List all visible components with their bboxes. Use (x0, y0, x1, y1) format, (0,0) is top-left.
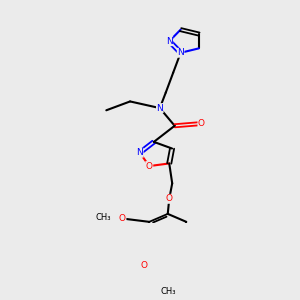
Text: N: N (136, 148, 143, 157)
Text: O: O (146, 162, 153, 171)
Text: O: O (198, 119, 205, 128)
Text: O: O (140, 261, 148, 270)
Text: N: N (166, 37, 173, 46)
Text: N: N (177, 48, 184, 57)
Text: O: O (119, 214, 126, 223)
Text: N: N (156, 103, 163, 112)
Text: O: O (166, 194, 173, 203)
Text: CH₃: CH₃ (95, 213, 111, 222)
Text: CH₃: CH₃ (160, 286, 176, 296)
